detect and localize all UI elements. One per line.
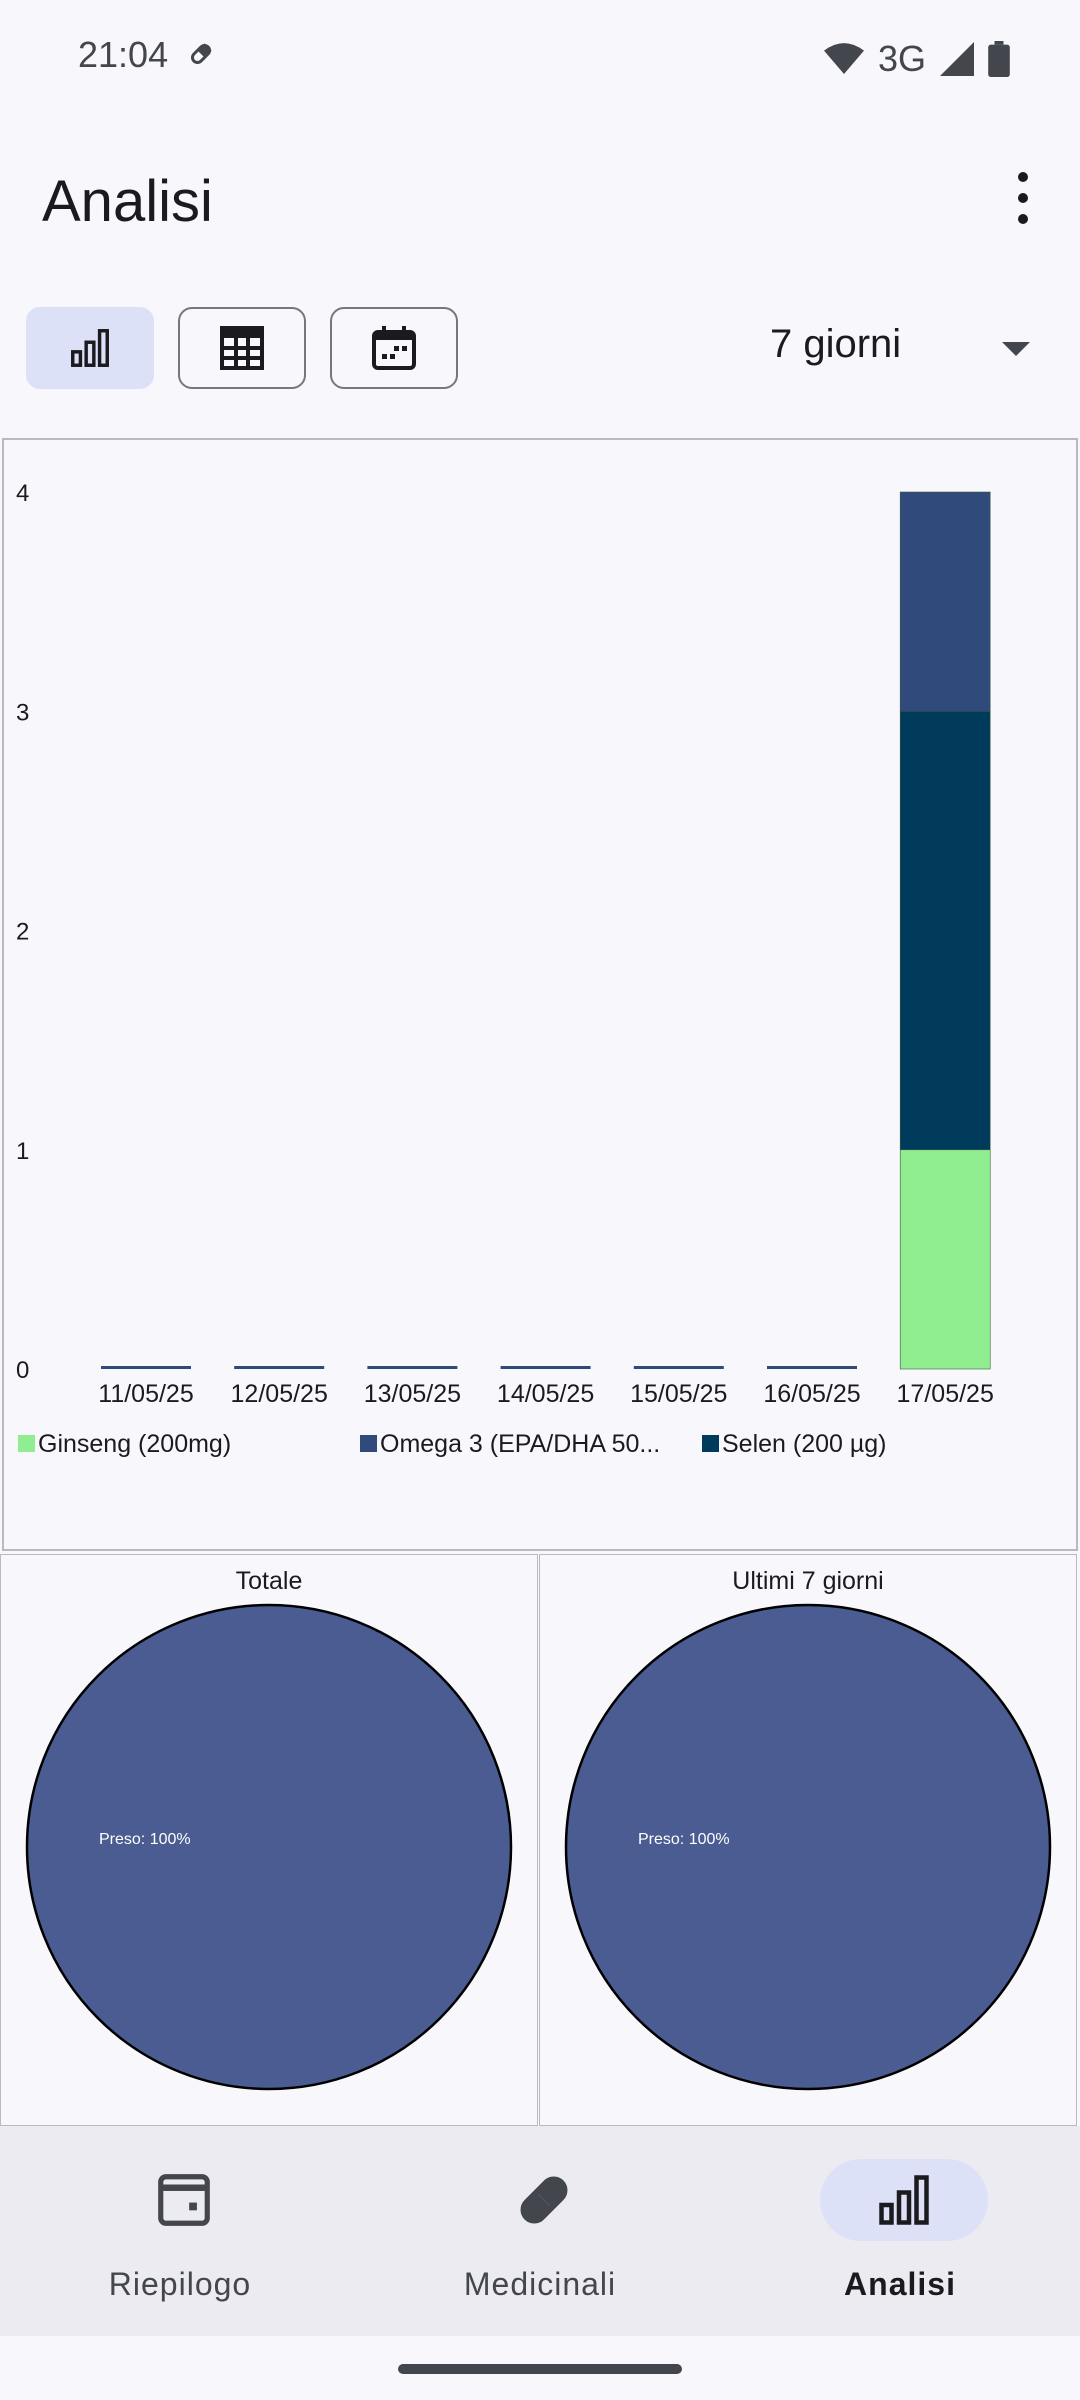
pie-slice-label: Preso: 100% bbox=[99, 1831, 191, 1848]
pie-panel-total: Totale Preso: 100% bbox=[0, 1554, 538, 2126]
pie-slice-label: Preso: 100% bbox=[638, 1831, 730, 1848]
y-tick-label: 3 bbox=[16, 699, 29, 726]
pie-chart-last7: Ultimi 7 giorni Preso: 100% bbox=[564, 1567, 1052, 2091]
y-tick-label: 4 bbox=[16, 480, 29, 507]
bar-chart-panel: 0 1 2 3 4 11/05/25 12/05/25 13/05/25 14/05/25 15/… bbox=[2, 438, 1078, 1551]
x-tick-label: 14/05/25 bbox=[497, 1380, 594, 1408]
legend-label: Ginseng (200mg) bbox=[38, 1430, 231, 1458]
x-tick-label: 15/05/25 bbox=[630, 1380, 727, 1408]
legend-swatch bbox=[360, 1435, 377, 1452]
bar-chart-icon bbox=[71, 329, 109, 367]
pie-chart-total: Totale Preso: 100% bbox=[25, 1567, 513, 2091]
nav-item-analisi[interactable]: Analisi bbox=[720, 2126, 1080, 2336]
status-time-text: 21:04 bbox=[78, 34, 169, 75]
bar-chart-icon bbox=[879, 2175, 929, 2225]
nav-pill-riepilogo bbox=[100, 2159, 268, 2241]
nav-pill-medicinali bbox=[460, 2159, 628, 2241]
bar-baseline bbox=[500, 1366, 591, 1369]
pie-slice bbox=[25, 1603, 513, 2091]
bar-baseline bbox=[367, 1366, 458, 1369]
bar-segment bbox=[899, 491, 991, 712]
nav-label-medicinali: Medicinali bbox=[463, 2266, 617, 2302]
stacked-bar-chart: 0 1 2 3 4 11/05/25 12/05/25 13/05/25 14/05/25 15/… bbox=[16, 480, 994, 1458]
x-tick-label: 13/05/25 bbox=[364, 1380, 461, 1408]
bottom-navigation: Riepilogo Medicinali Analisi bbox=[0, 2126, 1080, 2336]
period-select[interactable]: 7 giorni bbox=[770, 322, 902, 366]
bar-baseline bbox=[633, 1366, 724, 1369]
legend-swatch bbox=[702, 1435, 719, 1452]
pie-panel-last7: Ultimi 7 giorni Preso: 100% bbox=[539, 1554, 1077, 2126]
status-time: 21:04 bbox=[78, 34, 216, 76]
nav-item-riepilogo[interactable]: Riepilogo bbox=[0, 2126, 360, 2336]
home-indicator[interactable] bbox=[398, 2364, 682, 2374]
legend-swatch bbox=[18, 1435, 35, 1452]
calendar-icon bbox=[372, 326, 416, 370]
bar-baseline bbox=[234, 1366, 325, 1369]
battery-icon bbox=[988, 41, 1010, 77]
x-tick-label: 11/05/25 bbox=[98, 1380, 193, 1408]
pie-title: Totale bbox=[236, 1567, 303, 1595]
wifi-icon bbox=[823, 43, 864, 74]
y-tick-label: 1 bbox=[16, 1138, 29, 1165]
page-title: Analisi bbox=[42, 169, 213, 234]
signal-icon bbox=[940, 42, 974, 76]
calendar-view-button[interactable] bbox=[330, 307, 458, 389]
bar-baseline bbox=[101, 1366, 191, 1369]
bar-baseline bbox=[767, 1366, 857, 1369]
calendar-card-icon bbox=[158, 2174, 210, 2226]
bar-segment bbox=[899, 1149, 991, 1370]
nav-pill-analisi bbox=[820, 2159, 988, 2241]
legend-label: Omega 3 (EPA/DHA 50... bbox=[380, 1430, 660, 1458]
x-tick-label: 12/05/25 bbox=[231, 1380, 328, 1408]
x-tick-label: 17/05/25 bbox=[897, 1380, 994, 1408]
bar-chart-view-button[interactable] bbox=[26, 307, 154, 389]
nav-label-riepilogo: Riepilogo bbox=[108, 2266, 252, 2302]
pie-title: Ultimi 7 giorni bbox=[732, 1567, 883, 1595]
nav-label-analisi: Analisi bbox=[844, 2266, 956, 2302]
y-tick-label: 0 bbox=[16, 1357, 29, 1384]
dropdown-arrow-icon[interactable] bbox=[1002, 342, 1030, 356]
status-icons: 3G bbox=[823, 38, 1010, 80]
pill-icon bbox=[520, 2176, 568, 2224]
pie-slice bbox=[564, 1603, 1052, 2091]
x-tick-label: 16/05/25 bbox=[763, 1380, 860, 1408]
bar-segment bbox=[899, 710, 991, 1151]
nav-item-medicinali[interactable]: Medicinali bbox=[360, 2126, 720, 2336]
table-icon bbox=[220, 326, 264, 370]
network-type: 3G bbox=[877, 38, 926, 79]
legend-label: Selen (200 µg) bbox=[722, 1430, 887, 1458]
more-options-icon[interactable] bbox=[1005, 172, 1041, 224]
table-view-button[interactable] bbox=[178, 307, 306, 389]
pill-notification-icon bbox=[191, 43, 212, 65]
y-tick-label: 2 bbox=[16, 919, 29, 946]
